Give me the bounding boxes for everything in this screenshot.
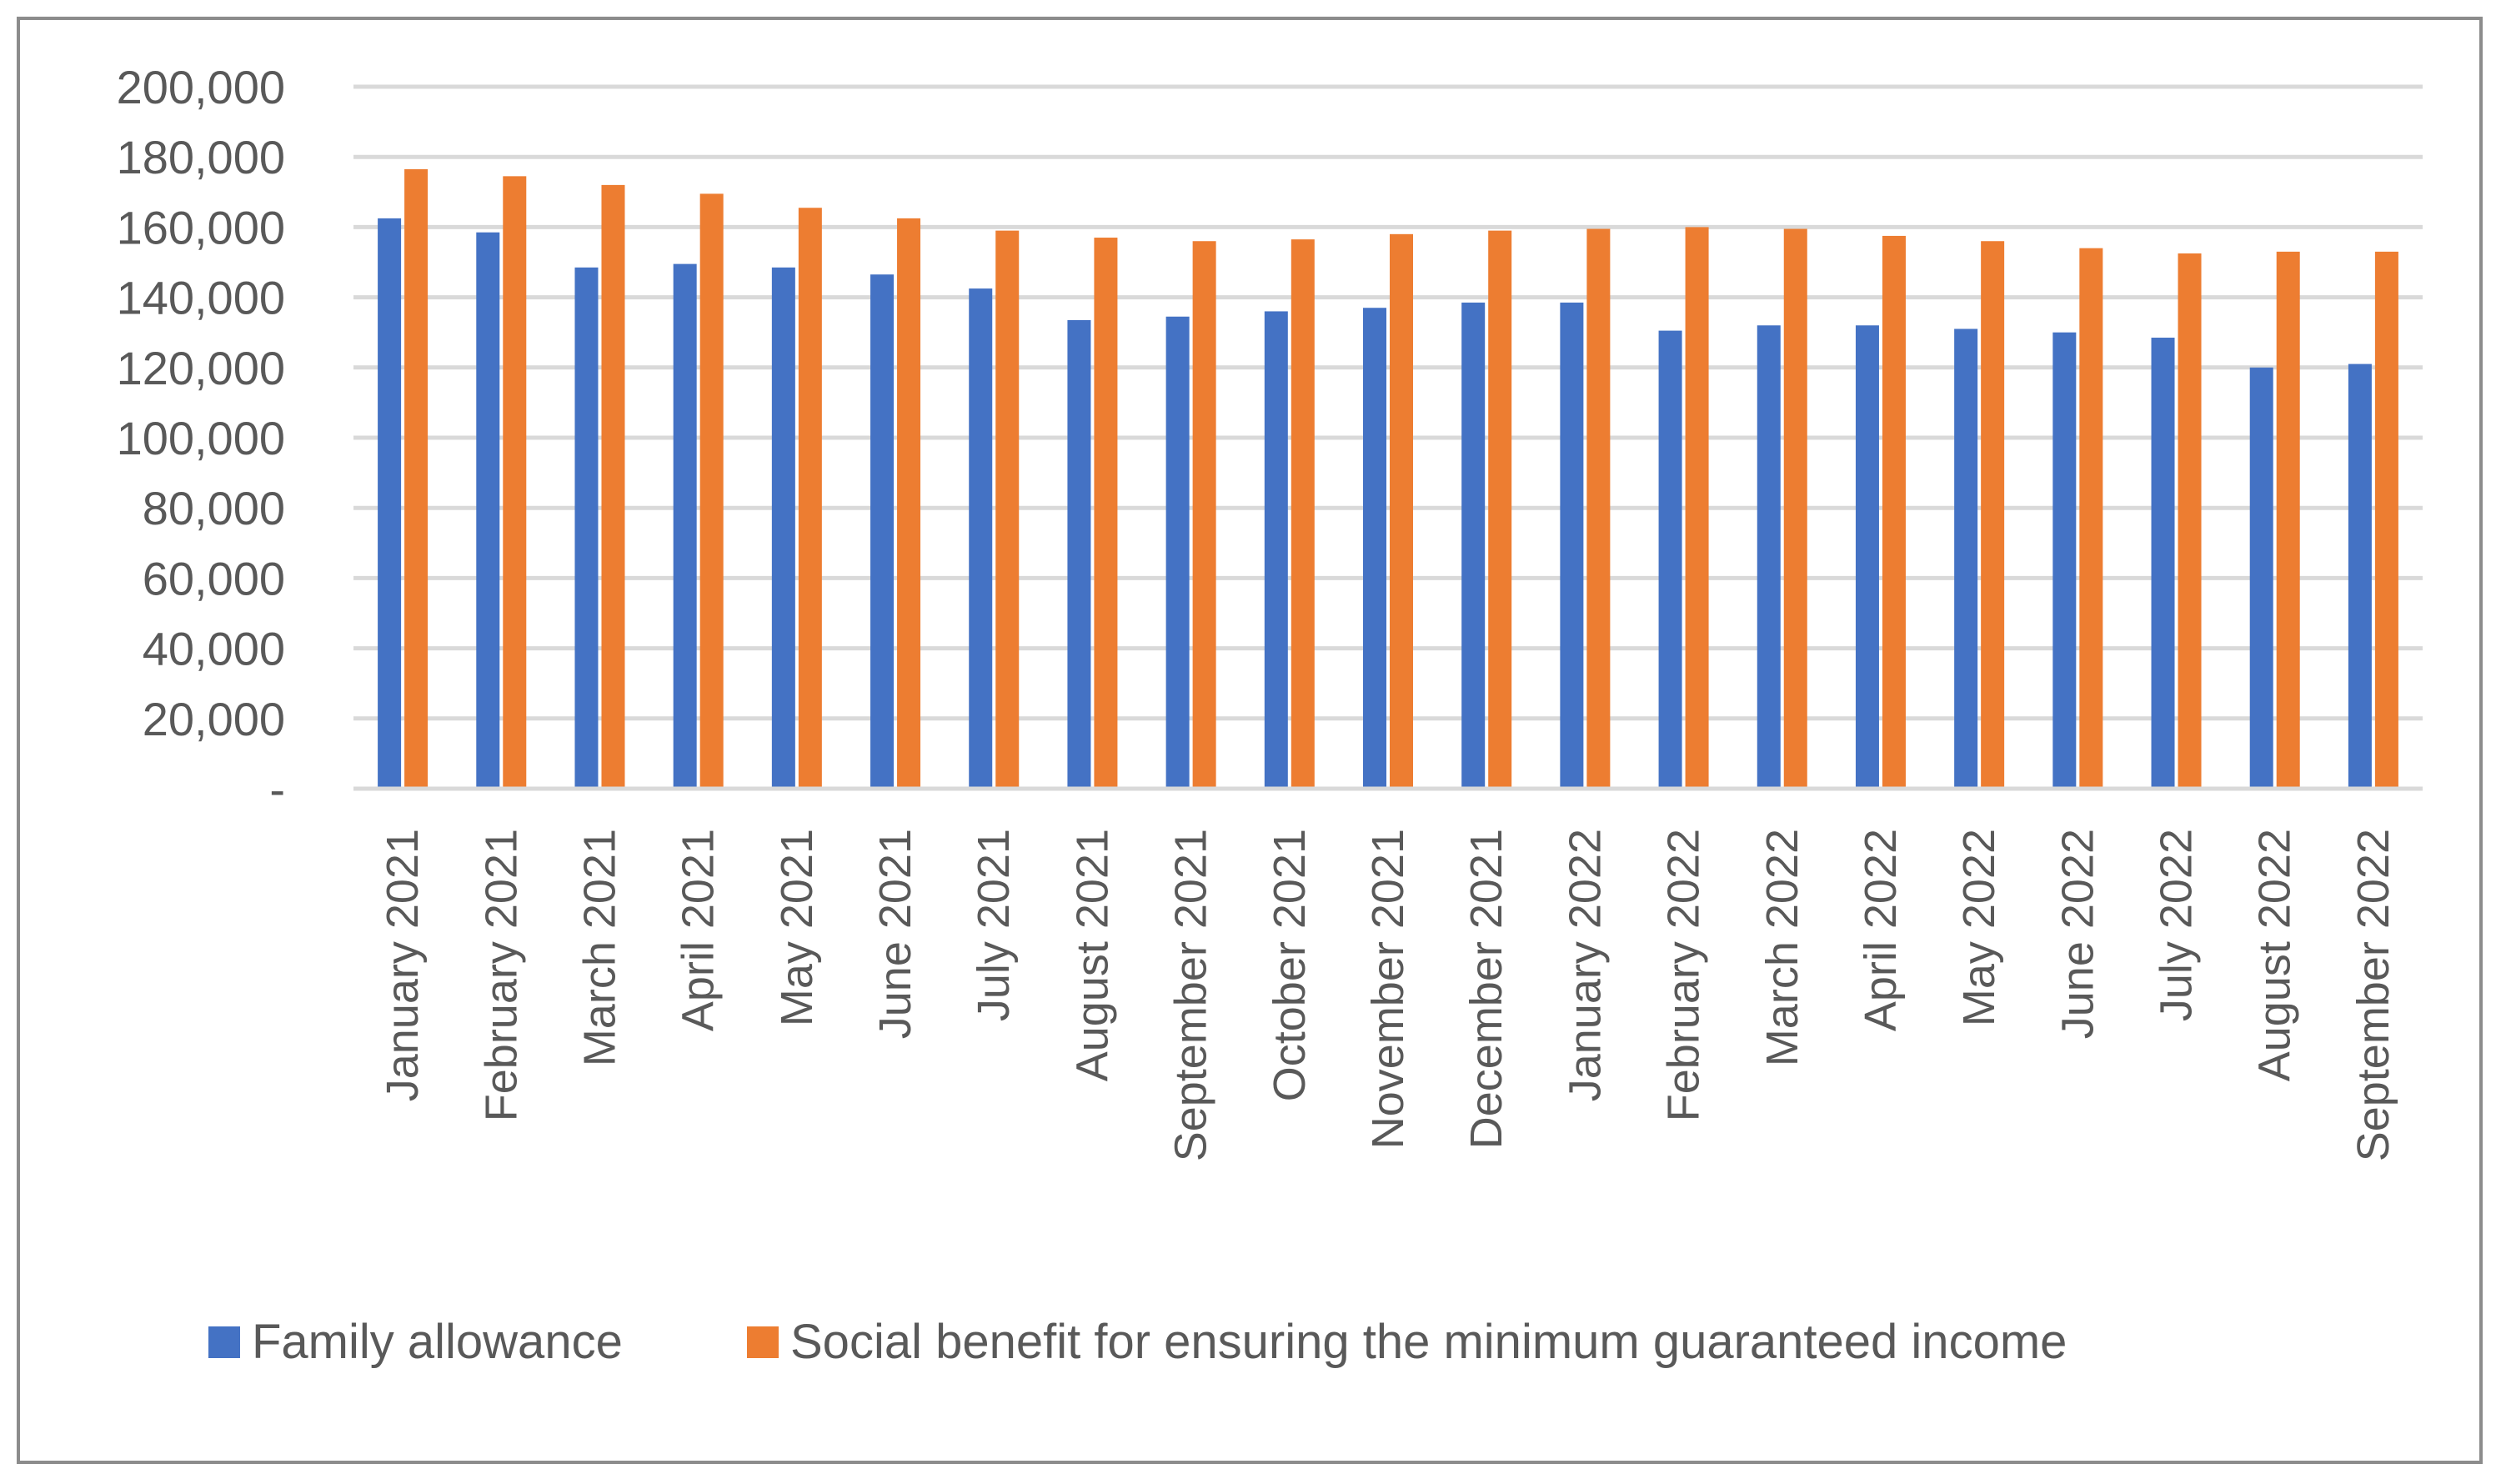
bar (2249, 367, 2273, 789)
bar (1067, 319, 1091, 790)
y-tick-label: 200,000 (117, 61, 285, 113)
x-tick-label: March 2022 (1757, 829, 1807, 1066)
x-tick-label: February 2022 (1659, 829, 1709, 1121)
bar (1264, 311, 1288, 789)
bar (574, 267, 599, 789)
x-tick-label: April 2022 (1856, 829, 1906, 1031)
x-tick-label: June 2022 (2052, 829, 2103, 1039)
legend-swatch (208, 1326, 240, 1358)
bar-chart: - 20,000 40,000 60,000 80,000 100,000 120,000 1… (117, 61, 2423, 1369)
bar (476, 232, 500, 790)
bar (2052, 332, 2077, 789)
x-tick-label: April 2021 (674, 829, 724, 1031)
bar (1192, 241, 1216, 789)
x-tick-label: March 2021 (574, 829, 624, 1066)
bar (1165, 316, 1190, 789)
y-tick-label: 140,000 (117, 272, 285, 324)
y-tick-label: 80,000 (143, 482, 285, 534)
y-tick-label: 120,000 (117, 342, 285, 394)
chart-frame: - 20,000 40,000 60,000 80,000 100,000 120,000 1… (17, 17, 2483, 1464)
x-tick-label: June 2021 (870, 829, 920, 1039)
bar (870, 274, 895, 789)
bar (897, 218, 921, 789)
y-tick-label: - (269, 763, 285, 815)
bar (1291, 239, 1315, 789)
x-tick-label: October 2021 (1265, 829, 1315, 1101)
bar (2178, 253, 2202, 790)
x-axis: January 2021 February 2021 March 2021 April… (353, 786, 2423, 1161)
y-tick-label: 160,000 (117, 201, 285, 253)
bar (1685, 227, 1709, 789)
x-tick-label: August 2022 (2250, 829, 2300, 1081)
legend-swatch (747, 1326, 779, 1358)
x-tick-label: May 2021 (772, 829, 822, 1026)
bar (1658, 330, 1682, 790)
x-tick-label: July 2021 (969, 829, 1019, 1021)
x-tick-label: February 2021 (476, 829, 526, 1121)
x-tick-label: November 2021 (1363, 829, 1413, 1149)
bar (601, 184, 625, 789)
x-tick-label: August 2021 (1067, 829, 1117, 1081)
bar (1560, 302, 1584, 789)
bar (969, 288, 993, 789)
bar (1855, 325, 1879, 789)
bar (1390, 233, 1413, 789)
x-tick-label: May 2022 (1954, 829, 2004, 1026)
bar (2079, 248, 2103, 789)
x-tick-label: January 2021 (378, 829, 428, 1101)
y-tick-label: 40,000 (143, 623, 285, 675)
y-tick-label: 100,000 (117, 412, 285, 464)
bar (1461, 302, 1486, 789)
bar (1586, 228, 1611, 789)
bar (673, 263, 697, 790)
x-tick-label: January 2022 (1560, 829, 1610, 1101)
x-tick-label: September 2022 (2348, 829, 2398, 1161)
bar (798, 208, 822, 789)
bar (2374, 251, 2398, 789)
bar (1882, 235, 1906, 789)
y-axis: - 20,000 40,000 60,000 80,000 100,000 120,000 1… (117, 61, 285, 815)
bar (995, 230, 1020, 789)
y-tick-label: 180,000 (117, 131, 285, 183)
x-tick-label: July 2022 (2152, 829, 2202, 1021)
bar (1488, 230, 1512, 789)
bar (1363, 308, 1386, 790)
bar (1954, 328, 1978, 789)
bars (378, 168, 2398, 790)
bar (1783, 228, 1807, 789)
bar (2151, 338, 2175, 789)
x-tick-label: December 2021 (1461, 829, 1511, 1149)
bar (2348, 363, 2372, 789)
bar (1094, 238, 1118, 789)
legend: Family allowance Social benefit for ensur… (208, 1315, 2067, 1369)
legend-label: Family allowance (252, 1315, 623, 1369)
bar (503, 176, 527, 790)
gridlines (353, 84, 2423, 721)
x-tick-label: September 2021 (1166, 829, 1216, 1161)
y-tick-label: 60,000 (143, 552, 285, 604)
bar (699, 193, 724, 789)
bar (2276, 251, 2300, 789)
legend-label: Social benefit for ensuring the minimum … (790, 1315, 2067, 1369)
bar (1757, 325, 1781, 789)
y-tick-label: 20,000 (143, 693, 285, 745)
bar (404, 168, 429, 789)
bar (1981, 241, 2005, 789)
bar (378, 218, 402, 789)
bar (771, 267, 795, 789)
